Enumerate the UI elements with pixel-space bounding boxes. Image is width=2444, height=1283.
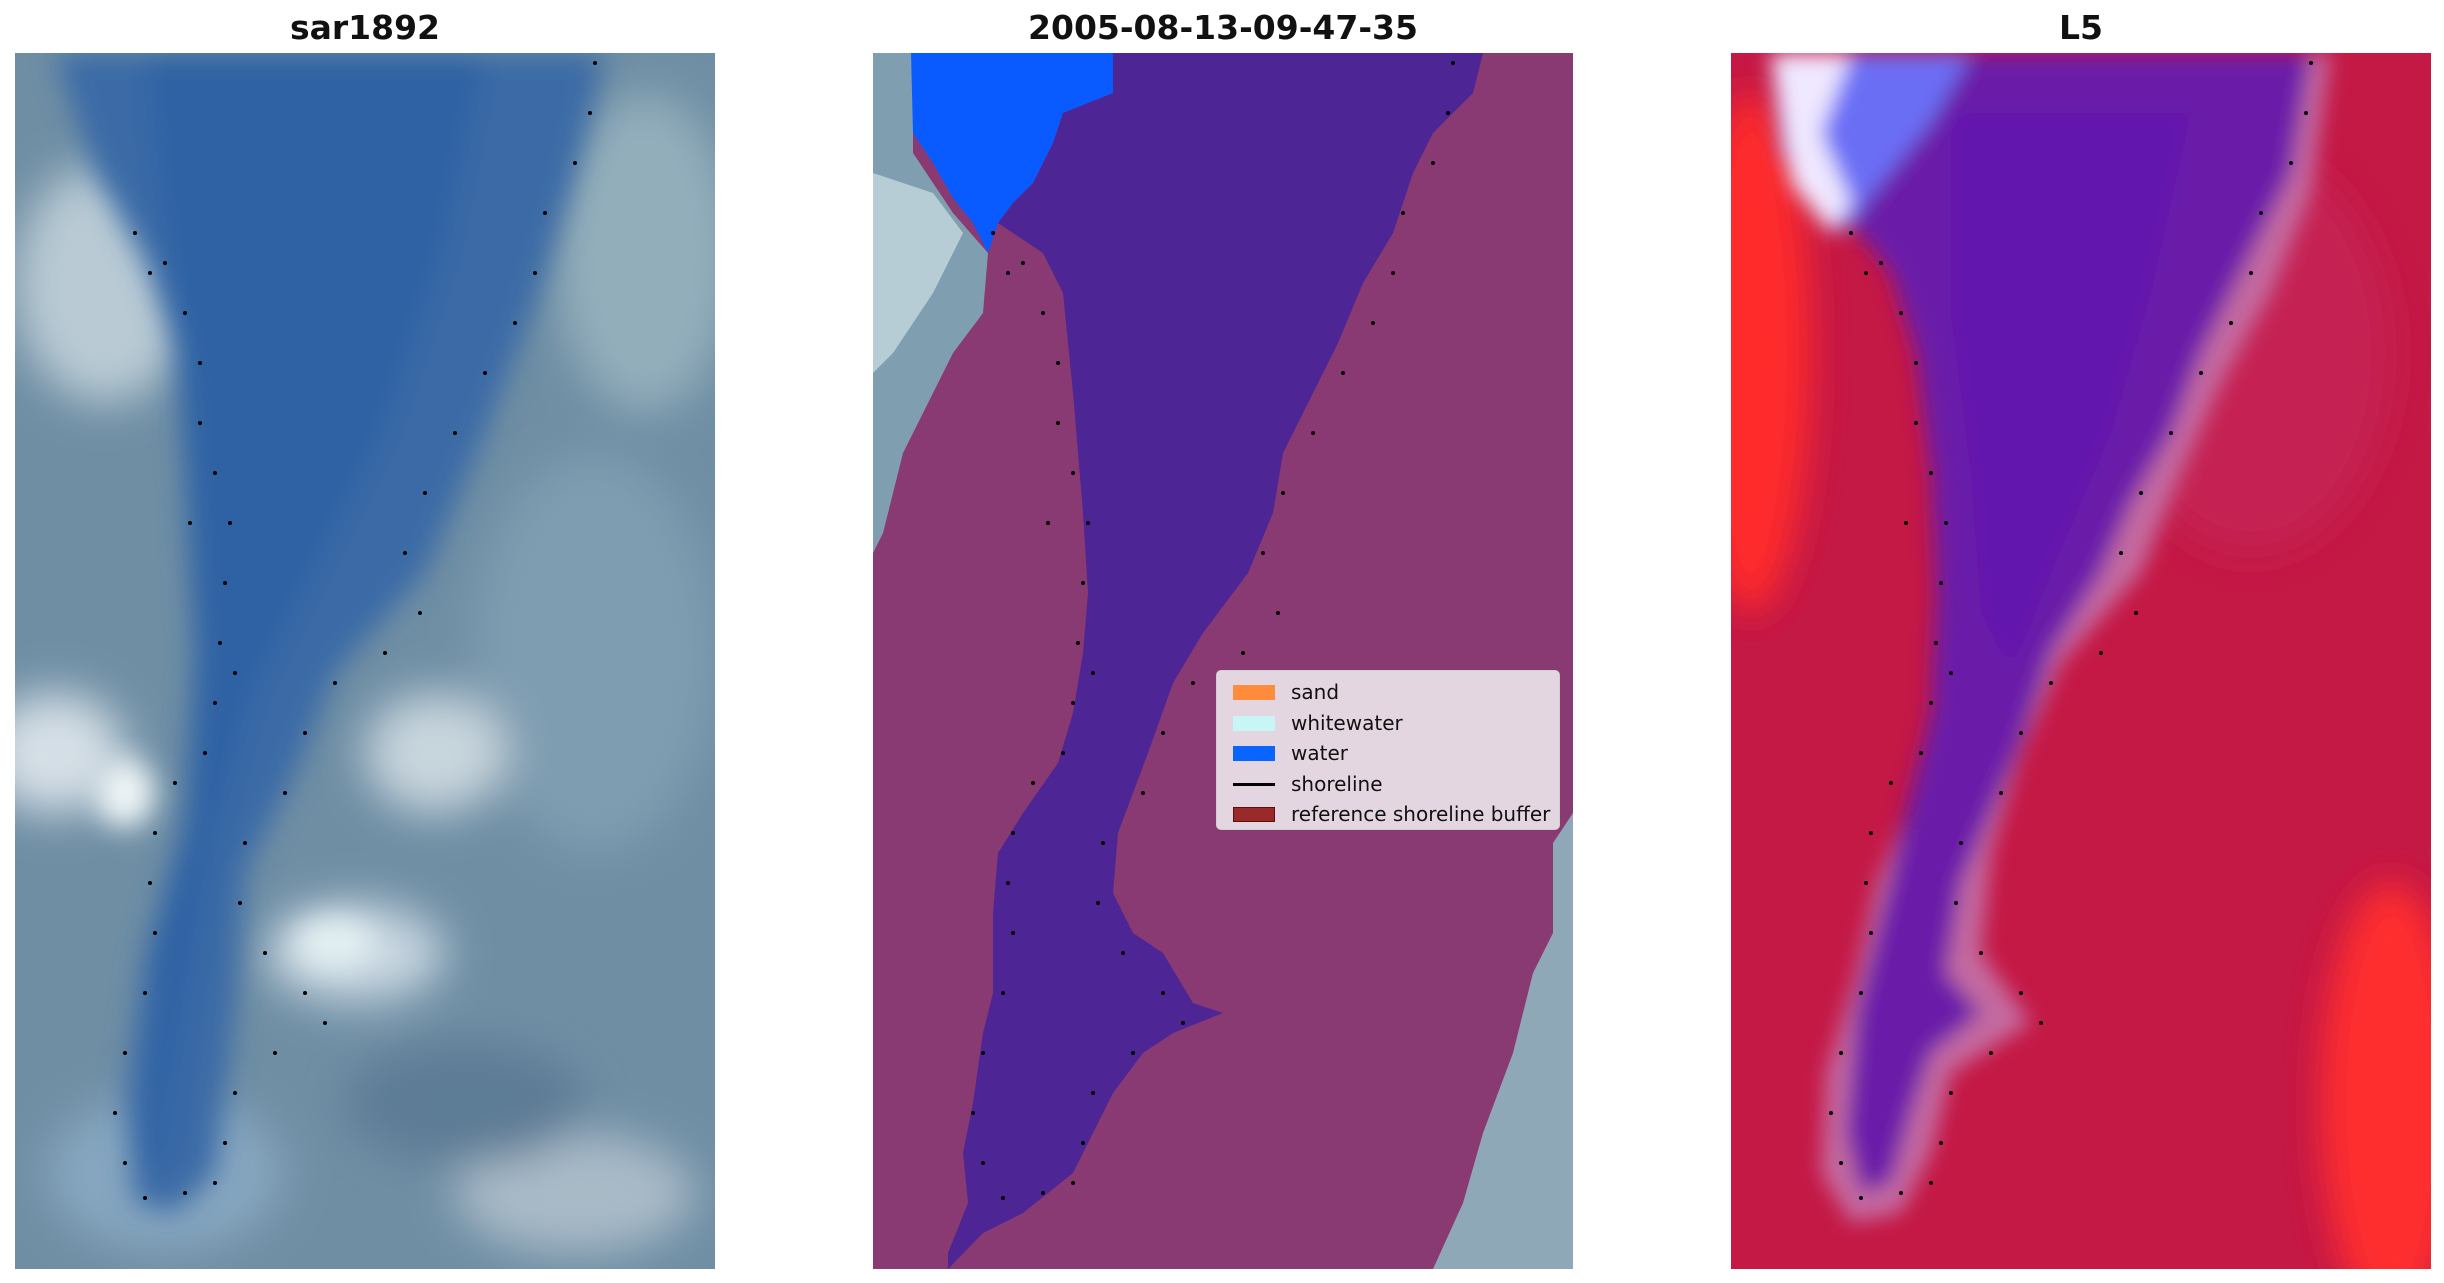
shoreline-dots-classified bbox=[971, 61, 1455, 1200]
water-swatch bbox=[1233, 746, 1275, 761]
panel-title-classified: 2005-08-13-09-47-35 bbox=[1028, 8, 1418, 47]
buffer-swatch bbox=[1233, 807, 1275, 822]
legend-item-water: water bbox=[1227, 738, 1549, 769]
rgb-image bbox=[15, 53, 715, 1269]
panel-title-mndwi: L5 bbox=[2059, 8, 2103, 47]
mndwi-image-panel bbox=[1731, 53, 2431, 1269]
legend-item-whitewater: whitewater bbox=[1227, 708, 1549, 739]
legend: sand whitewater water shoreline referenc… bbox=[1216, 670, 1560, 830]
legend-label: sand bbox=[1291, 680, 1340, 704]
shoreline-dots-rgb bbox=[113, 61, 597, 1200]
shoreline-dots-mndwi bbox=[1829, 61, 2313, 1200]
sand-swatch bbox=[1233, 685, 1275, 700]
classified-image-panel bbox=[873, 53, 1573, 1269]
legend-item-reference-shoreline-buffer: reference shoreline buffer bbox=[1227, 799, 1551, 830]
legend-label: reference shoreline buffer bbox=[1291, 802, 1551, 826]
legend-label: whitewater bbox=[1291, 710, 1403, 735]
legend-item-shoreline: shoreline bbox=[1227, 769, 1549, 800]
mndwi-image bbox=[1731, 53, 2431, 1269]
whitewater-swatch bbox=[1233, 715, 1275, 731]
legend-item-sand: sand bbox=[1227, 677, 1549, 708]
rgb-image-panel bbox=[15, 53, 715, 1269]
shoreline-swatch bbox=[1233, 782, 1275, 786]
classified-image bbox=[873, 53, 1573, 1269]
legend-label: shoreline bbox=[1291, 771, 1383, 796]
panel-title-rgb: sar1892 bbox=[289, 8, 441, 47]
legend-label: water bbox=[1291, 741, 1348, 765]
